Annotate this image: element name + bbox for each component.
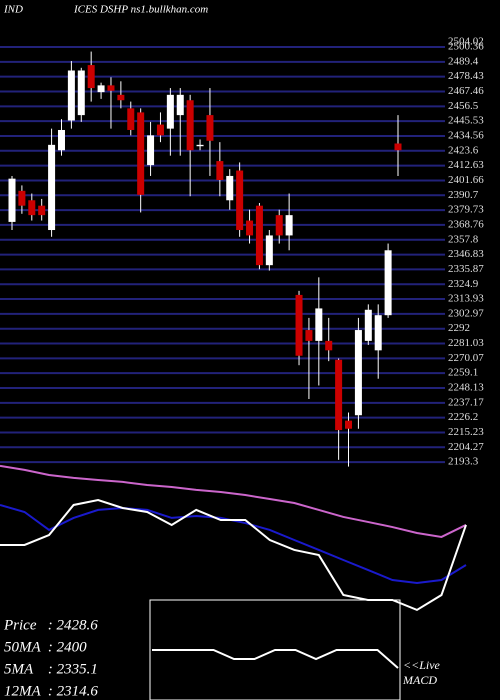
candle-body	[354, 330, 362, 416]
candle-body	[226, 175, 234, 201]
y-tick-label: 2434.56	[448, 130, 484, 142]
y-tick-label: 2270.07	[448, 352, 484, 364]
candle-body	[176, 94, 184, 116]
candle-body	[384, 250, 392, 316]
y-tick-label: 2259.1	[448, 367, 478, 379]
y-tick-label: 2324.9	[448, 278, 479, 290]
y-tick-label: 2500.36	[448, 41, 484, 53]
candle-body	[236, 170, 244, 231]
y-tick-label: 2467.46	[448, 85, 484, 97]
candle-body	[216, 161, 224, 180]
candle-body	[97, 85, 105, 93]
candle-body	[246, 220, 254, 236]
y-tick-label: 2237.17	[448, 396, 484, 408]
y-tick-label: 2215.23	[448, 426, 484, 438]
candle-body	[345, 420, 353, 429]
candle-body	[57, 129, 65, 151]
candle-body	[206, 115, 214, 141]
y-tick-label: 2335.87	[448, 263, 484, 275]
candle-body	[156, 124, 164, 136]
candle-body	[166, 94, 174, 129]
y-tick-label: 2489.4	[448, 55, 479, 67]
macd-label: MACD	[402, 673, 437, 687]
legend-entry: 50MA : 2400	[4, 639, 87, 655]
legend-entry: Price : 2428.6	[3, 617, 98, 633]
y-tick-label: 2423.6	[448, 144, 479, 156]
candle-body	[18, 190, 26, 206]
y-tick-label: 2379.73	[448, 204, 484, 216]
candle-body	[67, 70, 75, 121]
candle-body	[8, 178, 16, 222]
candle-body	[87, 65, 95, 89]
y-tick-label: 2412.63	[448, 159, 484, 171]
candle-body	[38, 205, 46, 216]
legend-entry: 12MA : 2314.6	[4, 683, 98, 699]
candle-body	[374, 315, 382, 351]
live-label: <<Live	[403, 658, 441, 672]
candle-body	[285, 215, 293, 236]
candle-body	[325, 340, 333, 351]
y-tick-label: 2226.2	[448, 411, 478, 423]
candle-body	[364, 309, 372, 341]
y-tick-label: 2302.97	[448, 307, 484, 319]
y-tick-label: 2292	[448, 322, 470, 334]
candle-body	[77, 70, 85, 116]
candle-body	[295, 294, 303, 356]
candle-body	[48, 144, 56, 231]
indicator-line	[0, 464, 467, 538]
legend-entry: 5MA : 2335.1	[4, 661, 98, 677]
indicator-line	[0, 498, 467, 612]
y-tick-label: 2313.93	[448, 293, 484, 305]
y-tick-label: 2281.03	[448, 337, 484, 349]
candle-body	[315, 308, 323, 341]
candle-body	[127, 108, 135, 130]
y-tick-label: 2193.3	[448, 456, 479, 468]
candle-body	[255, 205, 263, 266]
candle-body	[117, 94, 125, 101]
candle-body	[335, 359, 343, 431]
y-tick-label: 2390.7	[448, 189, 479, 201]
candle-body	[137, 112, 145, 195]
header-right: ICES DSHP ns1.bullkhan.com	[73, 4, 208, 16]
candle-body	[186, 100, 194, 151]
indicator-line	[152, 649, 399, 669]
y-tick-label: 2368.76	[448, 218, 484, 230]
indicator-line	[0, 503, 467, 585]
y-tick-label: 2248.13	[448, 382, 484, 394]
y-tick-label: 2357.8	[448, 233, 479, 245]
header-left: IND	[3, 4, 23, 16]
y-tick-label: 2204.27	[448, 441, 484, 453]
candle-body	[147, 135, 155, 166]
candle-body	[394, 143, 402, 151]
y-tick-label: 2456.5	[448, 100, 479, 112]
y-tick-label: 2346.83	[448, 248, 484, 260]
y-tick-label: 2504.02	[448, 36, 484, 48]
candle-body	[265, 235, 273, 266]
candle-body	[107, 85, 115, 91]
candle-body	[305, 330, 313, 341]
y-tick-label: 2401.66	[448, 174, 484, 186]
y-tick-label: 2478.43	[448, 70, 484, 82]
y-tick-label: 2445.53	[448, 115, 484, 127]
candle-body	[275, 215, 283, 236]
candle-body	[28, 200, 36, 216]
macd-box	[149, 599, 401, 700]
candle-body	[196, 144, 204, 147]
